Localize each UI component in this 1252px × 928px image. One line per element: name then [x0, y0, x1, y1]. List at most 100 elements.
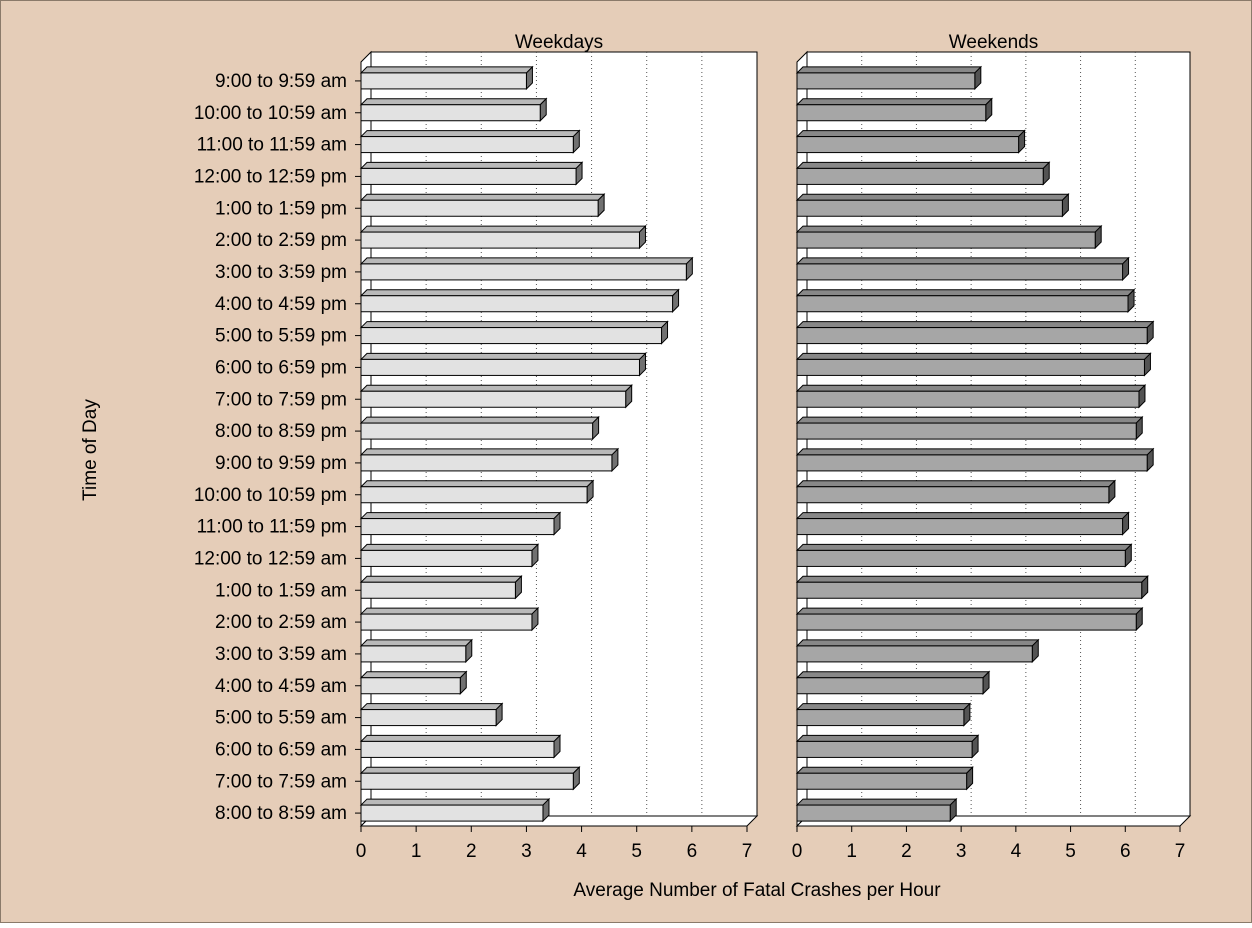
category-label: 11:00 to 11:59 am [197, 135, 347, 156]
category-label: 10:00 to 10:59 am [194, 103, 347, 124]
bar [359, 415, 600, 441]
bar [359, 447, 620, 473]
bar-top [359, 257, 694, 265]
bar [795, 193, 1070, 218]
bar [795, 797, 958, 823]
bar-front [360, 231, 640, 249]
x-tick-label: 4 [576, 841, 587, 862]
category-label: 6:00 to 6:59 am [215, 739, 347, 760]
bar-top [359, 193, 606, 201]
x-tick-label: 3 [521, 841, 532, 862]
bar-front [360, 295, 674, 313]
x-tick-label: 7 [1175, 841, 1186, 862]
bar [359, 702, 504, 727]
category-label: 3:00 to 3:59 pm [215, 262, 347, 283]
bar [359, 256, 694, 282]
bar-top [795, 130, 1026, 138]
bar-front [360, 645, 467, 663]
category-label: 1:00 to 1:59 pm [215, 198, 347, 219]
bar-top [795, 703, 972, 711]
bar [795, 447, 1155, 473]
bar-top [795, 543, 1133, 551]
bar-top [795, 512, 1130, 520]
x-tick-label: 6 [687, 841, 698, 862]
bar [359, 288, 680, 313]
bar [795, 766, 974, 791]
bar [359, 479, 595, 504]
bar-top [795, 671, 991, 679]
category-label: 7:00 to 7:59 pm [215, 389, 347, 410]
category-label: 2:00 to 2:59 pm [215, 230, 347, 251]
panel-title: Weekdays [515, 32, 603, 53]
bar-front [796, 454, 1148, 472]
bar [359, 352, 647, 377]
bar-front [360, 72, 527, 90]
bar-top [359, 448, 620, 456]
x-tick-label: 5 [631, 841, 642, 862]
bar-front [360, 740, 555, 758]
x-tick-label: 7 [742, 841, 753, 862]
bar-front [796, 167, 1044, 185]
bar-top [795, 225, 1103, 233]
bar-top [795, 257, 1130, 265]
bar [795, 702, 972, 727]
bar-top [795, 321, 1155, 329]
bar-front [360, 167, 577, 185]
bar-front [360, 199, 599, 217]
bar-front [796, 199, 1063, 217]
x-tick-label: 5 [1065, 841, 1076, 862]
bar-top [359, 225, 647, 233]
bar [359, 193, 606, 218]
bar-top [795, 66, 983, 74]
bar [359, 575, 523, 600]
bar [795, 638, 1040, 664]
bar [795, 352, 1152, 377]
bar [795, 606, 1144, 632]
category-label: 5:00 to 5:59 pm [215, 326, 347, 347]
bar-front [796, 327, 1148, 345]
bar-top [359, 66, 534, 74]
bar-front [796, 772, 968, 790]
bar-top [795, 575, 1149, 583]
x-tick-label: 0 [356, 841, 367, 862]
bar [795, 511, 1130, 536]
bar [359, 161, 584, 186]
bar [795, 224, 1103, 250]
bar-top [359, 161, 584, 169]
bar-front [360, 422, 594, 440]
category-label: 3:00 to 3:59 am [215, 644, 347, 665]
bar-top [795, 766, 974, 774]
bar-front [796, 709, 965, 727]
bar [359, 797, 551, 823]
bar-front [796, 486, 1110, 504]
bar-top [359, 289, 680, 297]
x-tick-label: 0 [792, 841, 803, 862]
bar-front [796, 422, 1137, 440]
bar-front [360, 549, 533, 567]
bar-front [796, 518, 1124, 536]
bar [795, 575, 1149, 600]
category-label: 12:00 to 12:59 am [194, 548, 347, 569]
category-label: 4:00 to 4:59 am [215, 676, 347, 697]
bar-front [796, 104, 987, 122]
category-label: 5:00 to 5:59 am [215, 708, 347, 729]
bar-top [359, 352, 647, 360]
bar-top [795, 289, 1136, 297]
bar [359, 384, 633, 409]
bar [795, 129, 1026, 154]
bar-front [796, 390, 1140, 408]
bar-front [796, 804, 951, 822]
bar [795, 479, 1117, 504]
category-label: 7:00 to 7:59 am [215, 771, 347, 792]
bar [359, 734, 562, 759]
bar [359, 65, 534, 91]
category-label: 4:00 to 4:59 pm [215, 294, 347, 315]
bar-front [796, 231, 1096, 249]
bar-front [796, 263, 1124, 281]
bar-top [795, 448, 1155, 456]
bar [795, 320, 1155, 345]
bar-front [360, 136, 574, 154]
bar-top [795, 161, 1051, 169]
bar-front [360, 454, 613, 472]
